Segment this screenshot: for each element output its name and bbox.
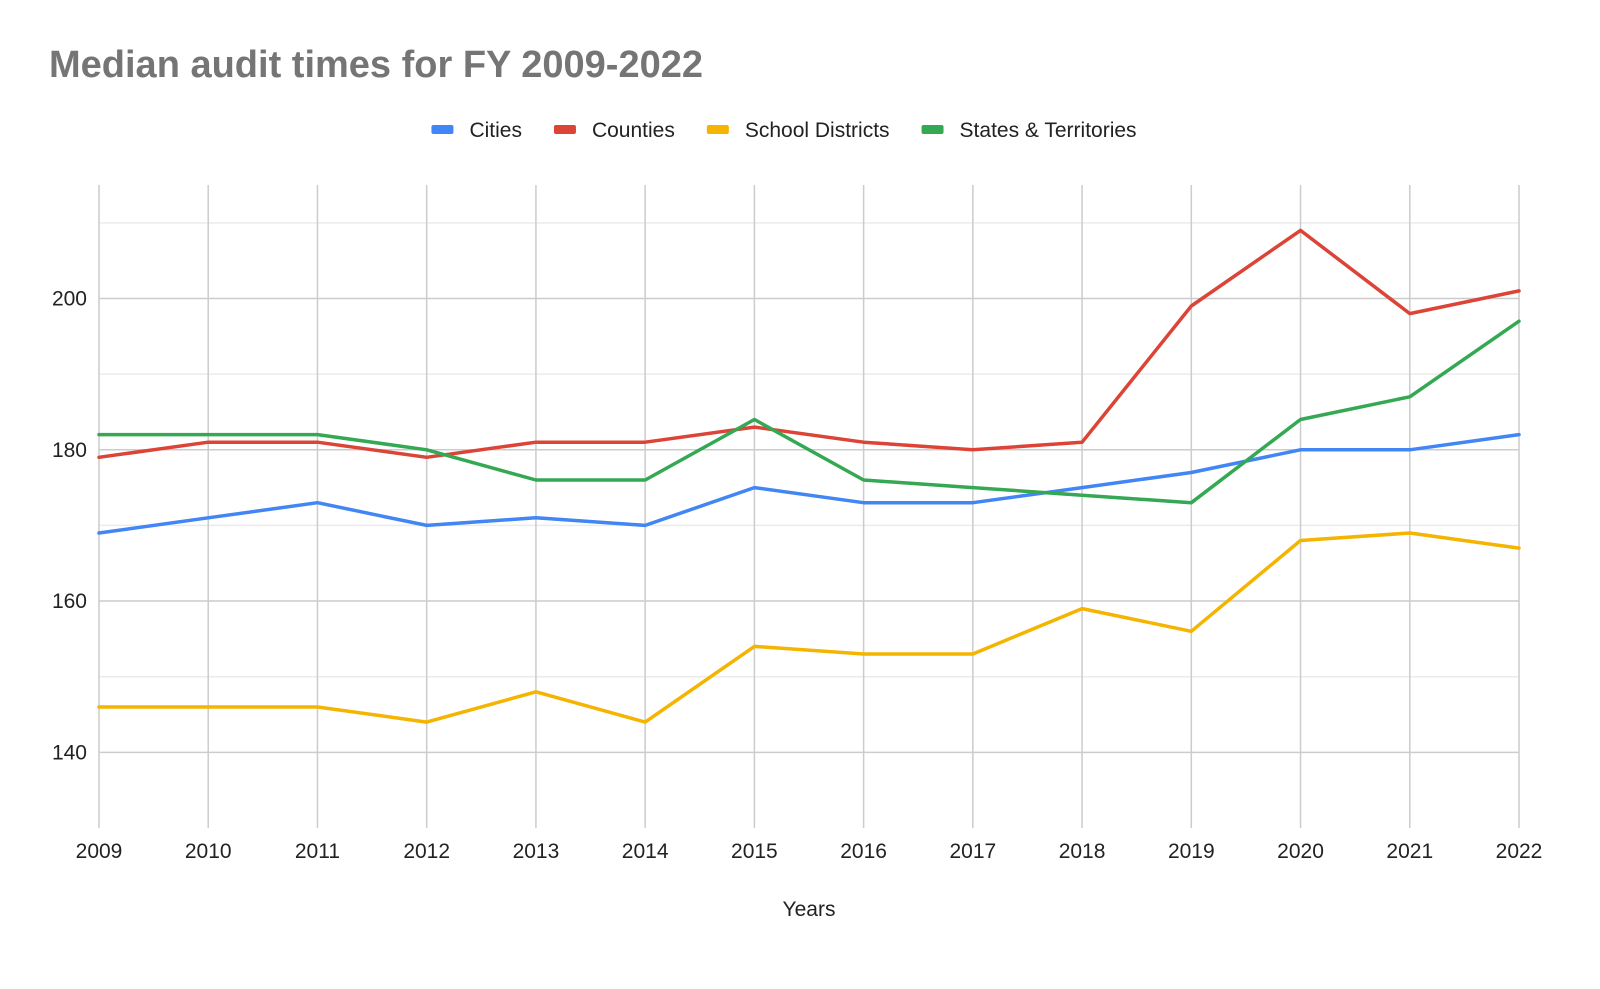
x-tick-label-2016: 2016 (840, 840, 887, 863)
y-tick-label-160: 160 (52, 590, 87, 613)
series-line-counties (97, 228, 1521, 460)
y-axis-tick-labels: 140 160 180 200 (52, 287, 87, 764)
legend-label-states-territories: States & Territories (960, 119, 1137, 142)
x-tick-label-2011: 2011 (295, 840, 340, 863)
series-line-cities (97, 432, 1521, 535)
x-tick-label-2020: 2020 (1277, 840, 1324, 863)
legend-label-school-districts: School Districts (745, 119, 890, 142)
legend-label-counties: Counties (592, 119, 675, 142)
x-tick-label-2015: 2015 (731, 840, 778, 863)
series-line-school-districts (97, 531, 1521, 724)
x-tick-label-2018: 2018 (1059, 840, 1106, 863)
x-tick-label-2013: 2013 (513, 840, 560, 863)
x-axis-title: Years (783, 898, 836, 921)
x-axis-tick-labels: 2009 2010 2011 2012 2013 2014 2015 2016 2017 2018… (76, 840, 1543, 863)
legend-label-cities: Cities (469, 119, 522, 142)
x-tick-label-2014: 2014 (622, 840, 669, 863)
legend-swatch-states-territories (921, 125, 944, 134)
x-tick-label-2021: 2021 (1386, 840, 1433, 863)
legend-swatch-counties (553, 125, 576, 134)
legend-item-school-districts: School Districts (706, 119, 890, 142)
legend-swatch-cities (431, 125, 454, 134)
x-tick-label-2019: 2019 (1168, 840, 1215, 863)
chart-title: Median audit times for FY 2009-2022 (49, 44, 703, 86)
legend: Cities Counties School Districts States & T… (431, 119, 1137, 142)
x-tick-label-2022: 2022 (1496, 840, 1543, 863)
series-lines (97, 228, 1521, 724)
y-tick-label-140: 140 (52, 741, 87, 764)
legend-item-cities: Cities (431, 119, 522, 142)
legend-item-counties: Counties (553, 119, 675, 142)
x-tick-label-2017: 2017 (949, 840, 996, 863)
legend-swatch-school-districts (706, 125, 729, 134)
minor-gridlines (99, 222, 1519, 678)
y-tick-label-200: 200 (52, 287, 87, 310)
vertical-gridlines (98, 185, 1520, 828)
x-tick-label-2012: 2012 (403, 840, 450, 863)
legend-item-states-territories: States & Territories (921, 119, 1137, 142)
y-tick-label-180: 180 (52, 439, 87, 462)
x-tick-label-2010: 2010 (185, 840, 232, 863)
series-line-states-territories (97, 319, 1521, 505)
x-tick-label-2009: 2009 (76, 840, 123, 863)
